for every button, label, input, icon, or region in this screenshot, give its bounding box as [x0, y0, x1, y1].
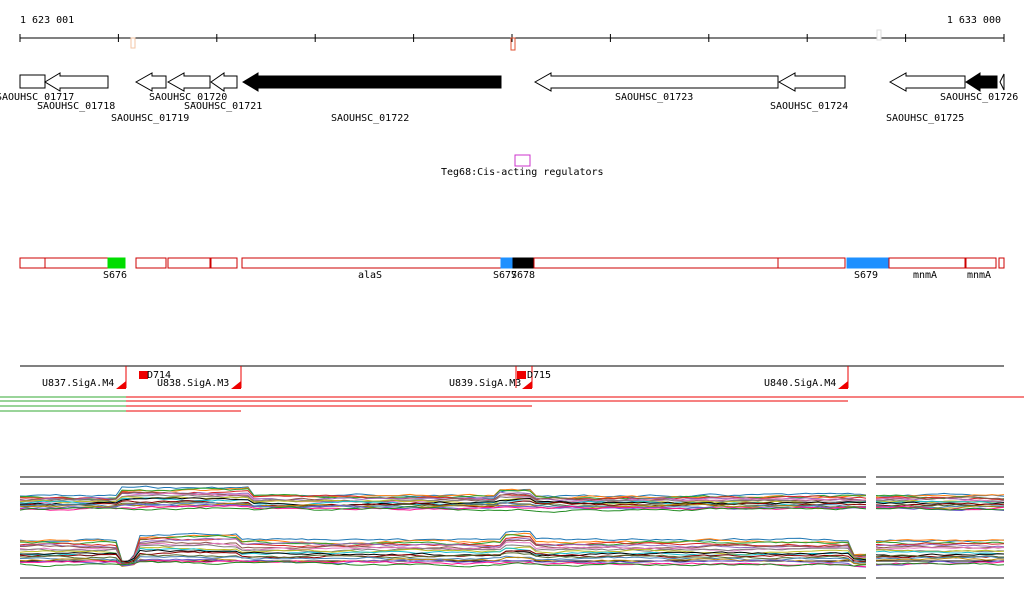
segment-box[interactable]: [777, 257, 846, 269]
promoter-flag[interactable]: [522, 381, 532, 389]
segment-box-mnmA-2[interactable]: [965, 257, 997, 269]
regulator-track: Teg68:Cis-acting regulators: [441, 154, 604, 178]
expression-line: [20, 500, 1005, 508]
segment-label: mnmA: [913, 270, 937, 281]
gene-label: SAOUHSC_01720: [149, 92, 227, 103]
gene-track: SAOUHSC_01717 SAOUHSC_01718 SAOUHSC_0171…: [0, 72, 1018, 124]
promoter-flag[interactable]: [116, 381, 126, 389]
segment-box-alaS[interactable]: [241, 257, 502, 269]
ruler-gap-marker: [510, 37, 516, 51]
expression-tracks: [19, 470, 1005, 585]
expression-line: [19, 502, 1005, 510]
gene-label: SAOUHSC_01717: [0, 92, 74, 103]
segment-label: S677: [493, 270, 517, 281]
segment-label: S678: [511, 270, 535, 281]
promoter-label: U839.SigA.M3: [449, 378, 521, 389]
expression-line: [19, 487, 1005, 501]
expression-line: [19, 497, 1005, 507]
segment-track: S676 alaS S677 S678 S679 mnmA mnmA: [19, 257, 1005, 281]
gene-arrow-01722[interactable]: [242, 72, 502, 92]
gene-arrow-01719[interactable]: [134, 72, 167, 92]
segment-box[interactable]: [533, 257, 779, 269]
expression-line: [19, 530, 1005, 563]
segment-box[interactable]: [19, 257, 46, 269]
expression-line: [19, 552, 1005, 565]
gene-arrow-01720[interactable]: [166, 72, 211, 92]
segment-box-mnmA[interactable]: [888, 257, 966, 269]
terminator-marker-d714[interactable]: [139, 371, 148, 379]
gene-arrow-01721[interactable]: [210, 72, 238, 92]
terminator-label: D714: [147, 370, 171, 381]
gene-label: SAOUHSC_01721: [184, 101, 262, 112]
segment-box[interactable]: [210, 257, 238, 269]
expression-line: [19, 558, 1005, 568]
gene-label: SAOUHSC_01725: [886, 113, 964, 124]
gene-label: SAOUHSC_01719: [111, 113, 189, 124]
expression-line: [19, 539, 1005, 563]
promoter-label: U838.SigA.M3: [157, 378, 229, 389]
promoter-flag[interactable]: [838, 381, 848, 389]
segment-box[interactable]: [135, 257, 167, 269]
ruler-gap-marker: [130, 37, 136, 49]
expression-line: [19, 550, 1005, 564]
expression-line: [19, 537, 1005, 564]
segment-box[interactable]: [167, 257, 211, 269]
promoter-label: U837.SigA.M4: [42, 378, 114, 389]
expression-track-lower: [19, 530, 1005, 568]
expression-line: [19, 555, 1005, 566]
promoter-track: U837.SigA.M4 U838.SigA.M3 U839.SigA.M3 U…: [0, 365, 1024, 412]
segment-label: S676: [103, 270, 127, 281]
gene-label: SAOUHSC_01726: [940, 92, 1018, 103]
segment-box-s676[interactable]: [107, 257, 126, 269]
gene-arrow-01726[interactable]: [965, 72, 998, 92]
segment-label: S679: [854, 270, 878, 281]
promoter-flag[interactable]: [231, 381, 241, 389]
expression-line: [19, 506, 1004, 513]
ruler-gap-marker: [876, 29, 882, 41]
ruler-ticks: [19, 34, 1005, 42]
coordinate-ruler: 1 623 001 1 633 000: [19, 15, 1005, 51]
expression-track-upper: [19, 485, 1005, 513]
regulator-label: Teg68:Cis-acting regulators: [441, 167, 604, 178]
gene-arrow-partial[interactable]: [999, 73, 1005, 91]
segment-box-s677[interactable]: [500, 257, 514, 269]
terminator-label: D715: [527, 370, 551, 381]
expression-line: [19, 560, 1005, 568]
regulator-marker[interactable]: [514, 154, 531, 167]
gene-label: SAOUHSC_01723: [615, 92, 693, 103]
expression-line: [19, 505, 1005, 511]
expression-line: [19, 494, 1005, 504]
segment-box-s679[interactable]: [846, 257, 890, 269]
gene-label: SAOUHSC_01718: [37, 101, 115, 112]
segment-label: alaS: [358, 270, 382, 281]
segment-label: mnmA: [967, 270, 991, 281]
gene-arrow-01724[interactable]: [777, 72, 846, 92]
gene-arrow-01718[interactable]: [44, 72, 109, 92]
gene-arrow-01725[interactable]: [888, 72, 966, 92]
terminator-marker-d715[interactable]: [517, 371, 526, 379]
gene-label: SAOUHSC_01724: [770, 101, 848, 112]
ruler-start-label: 1 623 001: [20, 15, 74, 26]
segment-box[interactable]: [44, 257, 109, 269]
ruler-end-label: 1 633 000: [947, 15, 1001, 26]
promoter-label: U840.SigA.M4: [764, 378, 836, 389]
expression-line: [19, 534, 1005, 562]
segment-box[interactable]: [998, 257, 1005, 269]
expression-line: [19, 491, 1005, 503]
gene-arrow-01723[interactable]: [533, 72, 779, 92]
segment-box-s678[interactable]: [512, 257, 534, 269]
expression-line: [19, 544, 1005, 562]
expression-line: [19, 501, 1005, 509]
gene-arrow-01717[interactable]: [19, 74, 46, 89]
gene-label: SAOUHSC_01722: [331, 113, 409, 124]
track-gap: [866, 470, 876, 585]
